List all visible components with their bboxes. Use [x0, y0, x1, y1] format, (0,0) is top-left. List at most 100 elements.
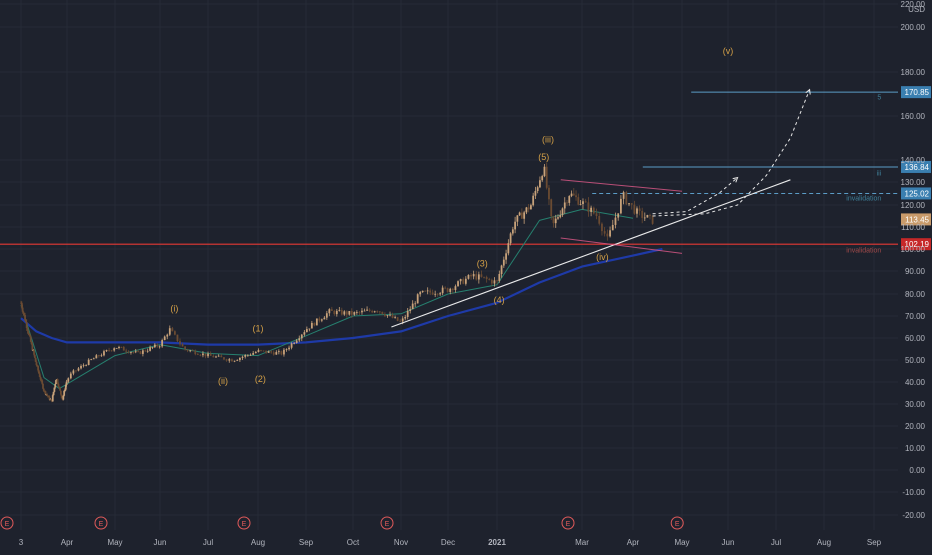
elliott-wave-label: (2)	[255, 374, 266, 384]
y-tick-label: 110.00	[901, 223, 925, 232]
candle-body	[532, 195, 535, 206]
x-tick-label: Oct	[347, 538, 360, 547]
candle-body	[285, 349, 288, 351]
x-tick-label: Dec	[441, 538, 455, 547]
candle-body	[38, 370, 40, 374]
candle-body	[275, 352, 278, 355]
x-tick-label: Jul	[203, 538, 213, 547]
earnings-marker	[0, 516, 14, 530]
y-axis[interactable]: -20.00 -10.00 0.00 10.00 20.00 30.00 40.00 50.0…	[901, 0, 926, 520]
earnings-marker-label: E	[566, 521, 571, 528]
candle-body	[313, 322, 316, 326]
candle-body	[467, 274, 470, 279]
earnings-marker	[94, 516, 108, 530]
candle-body	[260, 350, 262, 351]
candle-body	[449, 288, 452, 292]
candle-body	[611, 224, 614, 231]
candle-body	[534, 190, 537, 196]
candle-body	[493, 280, 496, 284]
candle-body	[386, 315, 389, 316]
candle-body	[130, 352, 132, 353]
candle-body	[557, 217, 559, 219]
candle-body	[539, 180, 541, 188]
candle-body	[166, 334, 169, 337]
candle-body	[582, 201, 584, 205]
candle-body	[595, 213, 598, 216]
candle-body	[37, 366, 39, 371]
candle-body	[451, 288, 454, 291]
x-axis[interactable]: 3 Apr May Jun Jul Aug Sep Oct Nov Dec 2021 Mar Apr Ma…	[19, 538, 882, 547]
candle-body	[262, 350, 265, 352]
candle-body	[24, 320, 27, 323]
last-price-badge	[901, 213, 931, 226]
candle-body	[646, 214, 649, 218]
candle-body	[601, 223, 603, 232]
candle-body	[641, 210, 644, 218]
candle-body	[568, 196, 571, 203]
candle-body	[545, 166, 548, 188]
y-tick-label: 100.00	[901, 245, 926, 254]
candle-body	[171, 328, 174, 332]
candle-body	[233, 360, 236, 362]
candle-body	[257, 350, 260, 352]
drawings	[391, 88, 811, 328]
candle-body	[350, 310, 353, 315]
x-tick-label: Aug	[817, 538, 831, 547]
candle-body	[58, 386, 61, 388]
candle-body	[566, 202, 568, 204]
candle-body	[90, 359, 93, 360]
candle-body	[59, 387, 61, 391]
candle-body	[146, 350, 149, 352]
candle-body	[480, 274, 483, 277]
x-tick-label: Jun	[154, 538, 167, 547]
x-tick-label: Apr	[61, 538, 74, 547]
candle-body	[65, 381, 68, 386]
candle-body	[246, 354, 249, 356]
candle-body	[527, 207, 530, 210]
candle-body	[72, 370, 75, 374]
candle-body	[414, 303, 417, 305]
candle-body	[592, 207, 595, 214]
candle-body	[33, 354, 36, 358]
candle-body	[62, 395, 65, 400]
y-tick-label: 20.00	[905, 422, 926, 431]
candle-body	[26, 327, 29, 331]
x-tick-label: Aug	[251, 538, 265, 547]
price-level-badge	[901, 238, 931, 251]
candle-body	[118, 346, 120, 349]
candle-body	[509, 233, 512, 244]
y-tick-label: 70.00	[905, 312, 926, 321]
candle-body	[293, 342, 296, 344]
candle-body	[298, 338, 301, 341]
candle-body	[548, 187, 550, 200]
candle-body	[345, 311, 348, 315]
candle-body	[85, 365, 88, 366]
candle-body	[552, 216, 555, 224]
candle-body	[500, 265, 503, 275]
level-annotation: iii	[877, 170, 882, 177]
candle-body	[241, 356, 244, 358]
candle-body	[550, 199, 553, 217]
moving-averages	[20, 208, 663, 390]
candle-body	[614, 217, 617, 225]
candle-body	[134, 351, 137, 353]
candle-body	[34, 357, 37, 362]
candle-body	[238, 357, 241, 361]
candle-body	[290, 343, 293, 348]
candle-body	[249, 354, 252, 356]
candle-body	[335, 310, 338, 315]
candle-body	[122, 346, 125, 351]
candle-body	[389, 314, 391, 316]
candle-body	[20, 302, 23, 308]
slow-moving-average-line	[20, 247, 663, 346]
candle-body	[523, 212, 526, 219]
candle-body	[25, 322, 28, 328]
candle-body	[318, 318, 321, 321]
candle-body	[252, 353, 255, 355]
candle-body	[355, 311, 358, 313]
elliott-wave-label: (1)	[253, 323, 264, 333]
candle-body	[30, 341, 33, 345]
y-tick-label: 120.00	[901, 201, 926, 210]
